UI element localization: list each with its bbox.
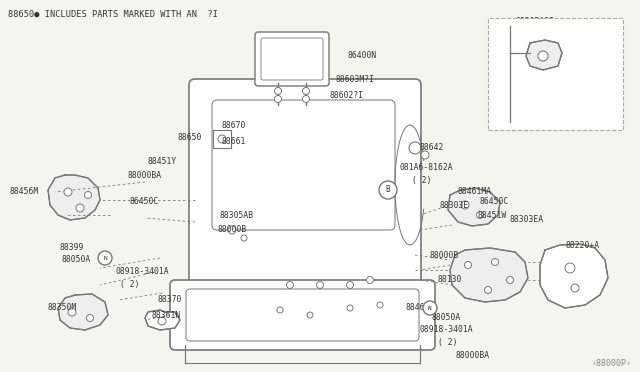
Text: 88451Y: 88451Y bbox=[148, 157, 177, 167]
Text: 88130: 88130 bbox=[438, 276, 462, 285]
Circle shape bbox=[367, 276, 374, 283]
Circle shape bbox=[98, 251, 112, 265]
Circle shape bbox=[492, 259, 499, 266]
Polygon shape bbox=[540, 244, 608, 308]
Text: 88361N: 88361N bbox=[152, 311, 181, 321]
Circle shape bbox=[86, 314, 93, 321]
Text: 88642: 88642 bbox=[420, 144, 444, 153]
FancyBboxPatch shape bbox=[212, 100, 395, 230]
FancyBboxPatch shape bbox=[189, 79, 421, 291]
Text: 08918-3401A: 08918-3401A bbox=[115, 267, 168, 276]
Polygon shape bbox=[48, 175, 100, 220]
Text: ( 2): ( 2) bbox=[438, 339, 458, 347]
Text: 88670: 88670 bbox=[222, 121, 246, 129]
Polygon shape bbox=[58, 294, 108, 330]
Circle shape bbox=[538, 51, 548, 61]
Text: 88350M: 88350M bbox=[48, 304, 77, 312]
Text: 8864I+A?I: 8864I+A?I bbox=[528, 65, 572, 74]
Text: 88305AB: 88305AB bbox=[220, 211, 254, 219]
Circle shape bbox=[484, 286, 492, 294]
FancyBboxPatch shape bbox=[261, 38, 323, 80]
Circle shape bbox=[158, 317, 166, 325]
Text: ( 2): ( 2) bbox=[120, 280, 140, 289]
Circle shape bbox=[347, 305, 353, 311]
Circle shape bbox=[423, 301, 437, 315]
FancyBboxPatch shape bbox=[170, 280, 435, 350]
Circle shape bbox=[277, 307, 283, 313]
Text: 88661: 88661 bbox=[222, 138, 246, 147]
Circle shape bbox=[477, 212, 483, 218]
Text: 88000B: 88000B bbox=[218, 225, 247, 234]
Text: 88461MA: 88461MA bbox=[458, 187, 492, 196]
Text: 88602?I: 88602?I bbox=[330, 90, 364, 99]
Text: 88000BA: 88000BA bbox=[455, 350, 489, 359]
Circle shape bbox=[461, 201, 469, 209]
Circle shape bbox=[317, 282, 323, 289]
Text: N: N bbox=[103, 256, 107, 260]
Text: 88650: 88650 bbox=[178, 134, 202, 142]
Text: 88303E: 88303E bbox=[440, 201, 469, 209]
Circle shape bbox=[68, 308, 76, 316]
Circle shape bbox=[506, 276, 513, 283]
Text: 88370: 88370 bbox=[158, 295, 182, 305]
FancyBboxPatch shape bbox=[488, 18, 623, 130]
Circle shape bbox=[76, 204, 84, 212]
Circle shape bbox=[565, 263, 575, 273]
Text: 86450C: 86450C bbox=[130, 198, 159, 206]
Text: 88650● INCLUDES PARTS MARKED WITH AN  ?I: 88650● INCLUDES PARTS MARKED WITH AN ?I bbox=[8, 10, 218, 19]
Circle shape bbox=[303, 96, 310, 103]
Text: 88050A: 88050A bbox=[432, 314, 461, 323]
Text: 88468: 88468 bbox=[405, 304, 429, 312]
Text: 88603M?I: 88603M?I bbox=[335, 76, 374, 84]
Circle shape bbox=[287, 282, 294, 289]
Text: ( 2): ( 2) bbox=[412, 176, 431, 185]
Circle shape bbox=[84, 192, 92, 199]
Text: 88456M: 88456M bbox=[10, 187, 39, 196]
Text: N: N bbox=[428, 305, 432, 311]
Circle shape bbox=[377, 302, 383, 308]
Text: 88303EA: 88303EA bbox=[510, 215, 544, 224]
Text: ‹88000P›: ‹88000P› bbox=[592, 359, 632, 368]
Text: 88050A: 88050A bbox=[62, 256, 92, 264]
Circle shape bbox=[64, 188, 72, 196]
Text: 88305A?I: 88305A?I bbox=[515, 17, 554, 26]
Polygon shape bbox=[145, 310, 180, 330]
Text: 88451W: 88451W bbox=[478, 211, 508, 219]
Text: B: B bbox=[386, 186, 390, 195]
Polygon shape bbox=[450, 248, 528, 302]
Circle shape bbox=[275, 96, 282, 103]
Circle shape bbox=[421, 151, 429, 159]
Circle shape bbox=[228, 226, 236, 234]
FancyBboxPatch shape bbox=[255, 32, 329, 86]
Text: 88000B: 88000B bbox=[430, 250, 460, 260]
FancyBboxPatch shape bbox=[186, 289, 419, 341]
Text: 86450B?I: 86450B?I bbox=[540, 51, 579, 60]
Text: 86450C: 86450C bbox=[480, 198, 509, 206]
Circle shape bbox=[571, 284, 579, 292]
Text: 88000BA: 88000BA bbox=[128, 170, 162, 180]
Circle shape bbox=[307, 312, 313, 318]
Polygon shape bbox=[448, 188, 500, 226]
Text: 88220+A: 88220+A bbox=[565, 241, 599, 250]
Polygon shape bbox=[526, 40, 562, 70]
Circle shape bbox=[303, 87, 310, 94]
Text: 08918-3401A: 08918-3401A bbox=[420, 326, 474, 334]
Circle shape bbox=[218, 135, 226, 143]
Circle shape bbox=[275, 87, 282, 94]
Text: 081A6-8162A: 081A6-8162A bbox=[400, 164, 454, 173]
Circle shape bbox=[465, 262, 472, 269]
Text: 88399: 88399 bbox=[60, 244, 84, 253]
Text: 86400N: 86400N bbox=[348, 51, 377, 60]
Circle shape bbox=[409, 142, 421, 154]
Circle shape bbox=[241, 235, 247, 241]
Circle shape bbox=[346, 282, 353, 289]
Text: 88318M?I: 88318M?I bbox=[548, 33, 587, 42]
Circle shape bbox=[379, 181, 397, 199]
